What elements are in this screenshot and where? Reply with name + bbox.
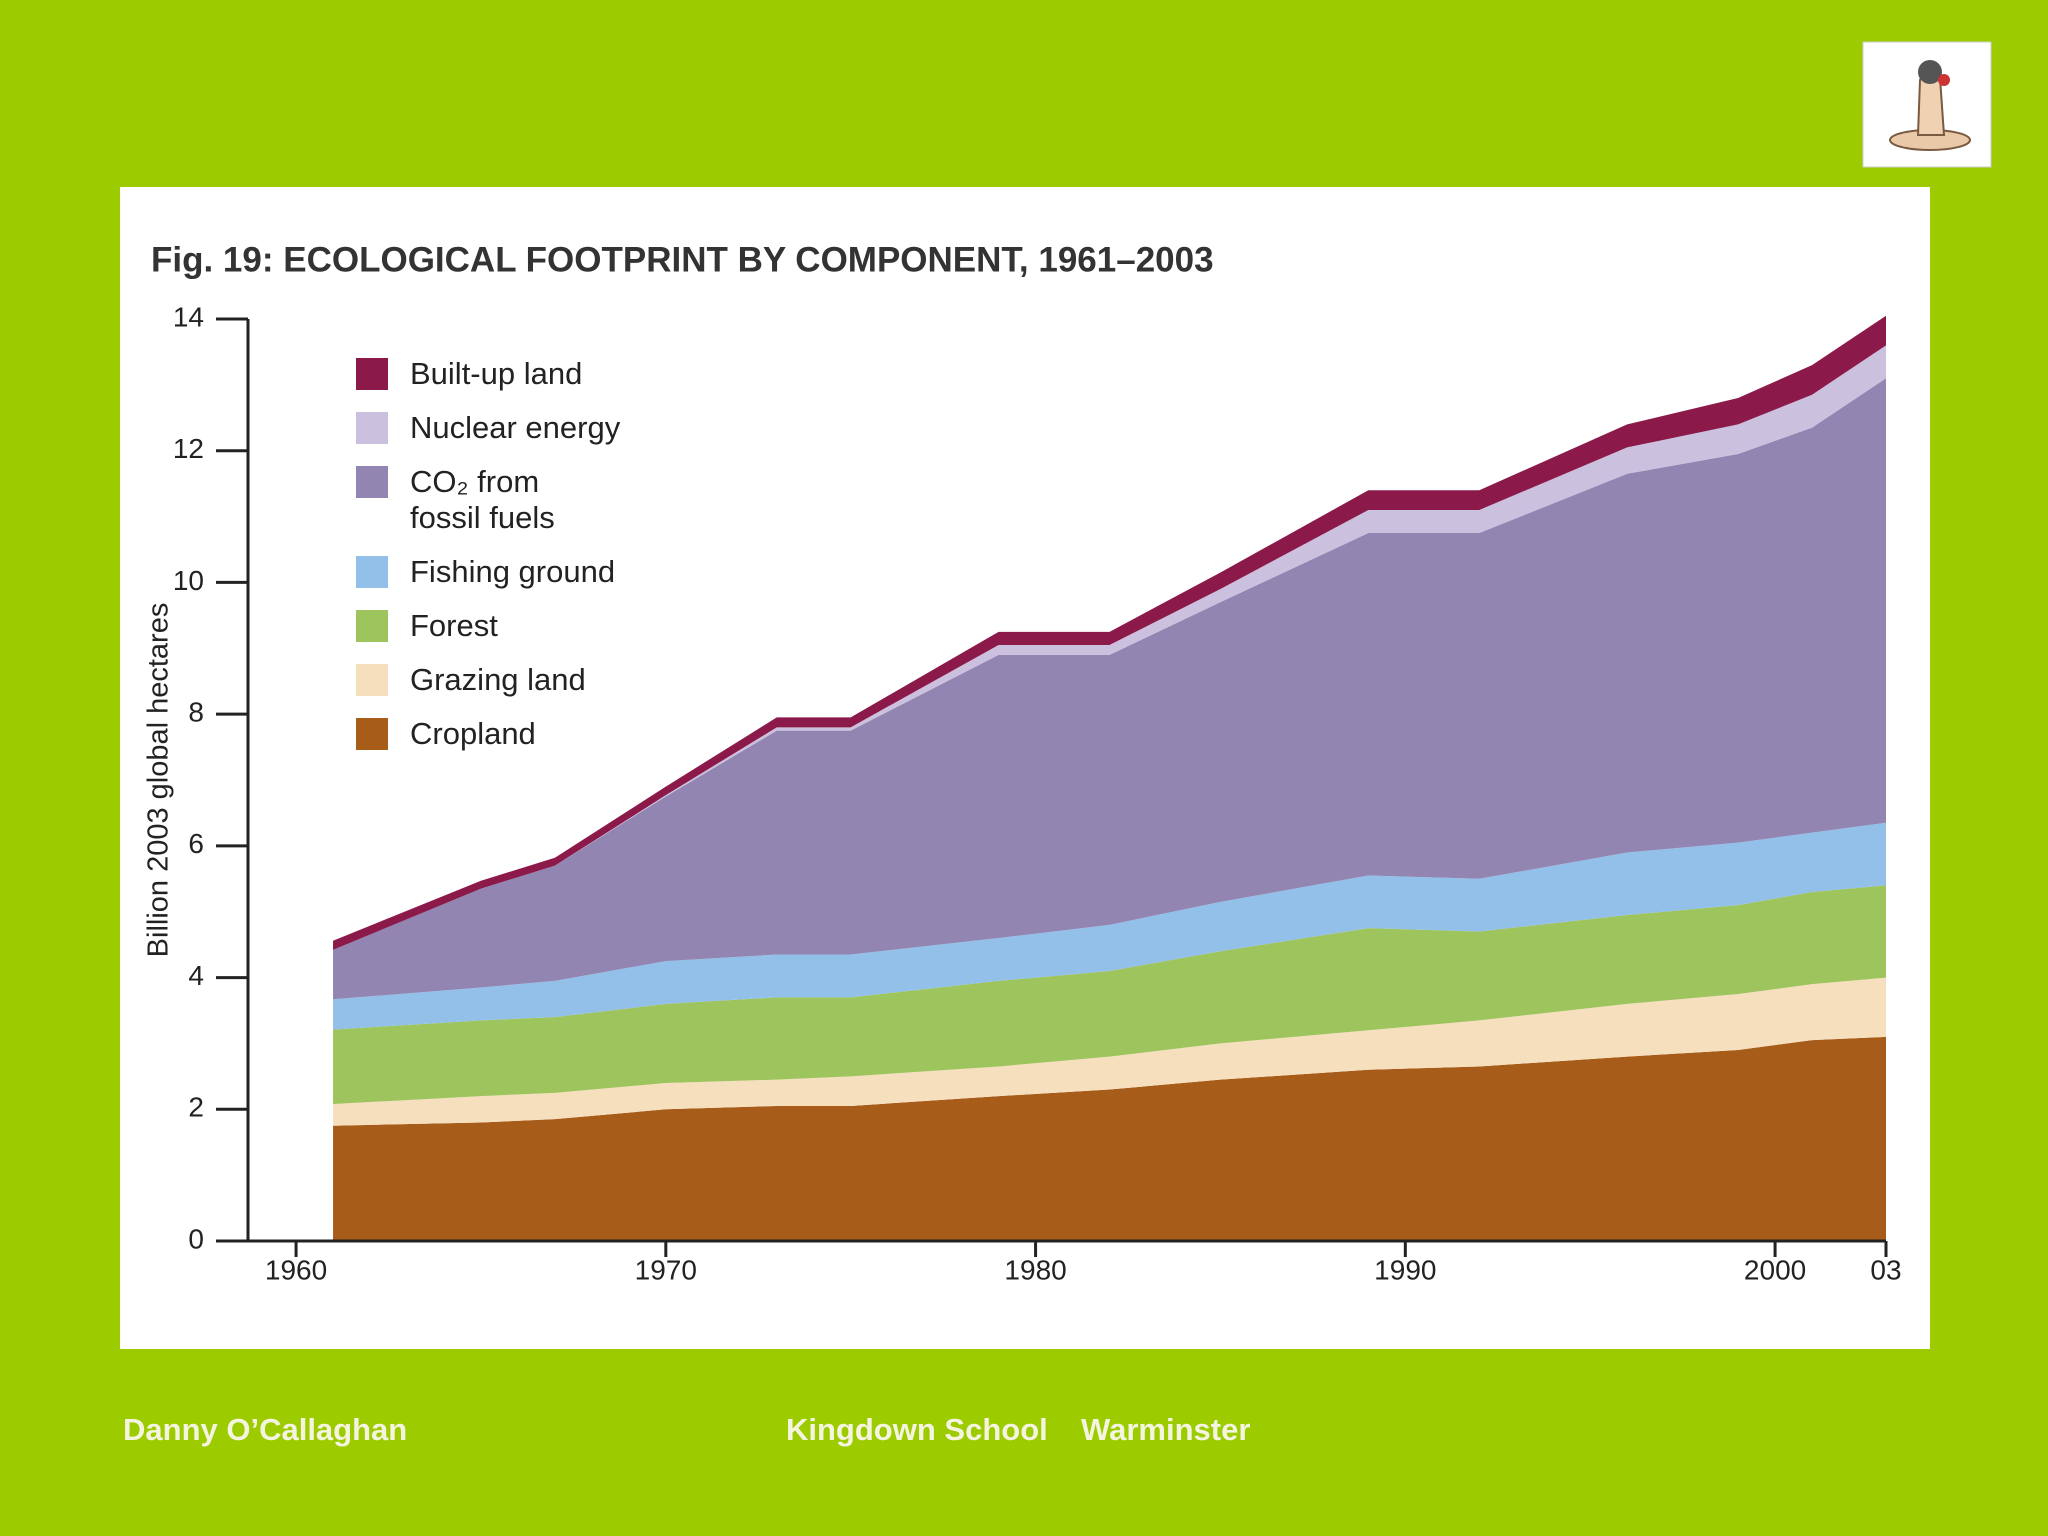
y-axis-label: Billion 2003 global hectares <box>143 603 175 958</box>
y-tick-label: 10 <box>173 565 204 596</box>
legend-label: Built-up land <box>410 356 583 391</box>
logo <box>1862 41 1992 168</box>
legend-item: Forest <box>356 608 686 644</box>
y-tick-label: 12 <box>173 433 204 464</box>
x-tick-label: 1990 <box>1374 1254 1436 1285</box>
legend-swatch <box>356 466 388 498</box>
x-tick-label: 1970 <box>635 1254 697 1285</box>
legend-item: Cropland <box>356 716 686 752</box>
area <box>333 378 1887 1000</box>
footer-author: Danny O’Callaghan <box>123 1412 407 1447</box>
area <box>333 977 1887 1126</box>
legend-label: Cropland <box>410 716 536 751</box>
area <box>333 345 1887 950</box>
y-tick-label: 14 <box>173 301 204 332</box>
legend-label: Grazing land <box>410 662 586 697</box>
legend: Built-up land Nuclear energy CO₂ from foss… <box>356 356 686 770</box>
legend-swatch <box>356 358 388 390</box>
legend-item: Grazing land <box>356 662 686 698</box>
legend-item: CO₂ from fossil fuels <box>356 464 686 536</box>
area <box>333 1036 1887 1241</box>
footer-town: Warminster <box>1081 1412 1250 1447</box>
x-tick-label: 1960 <box>265 1254 327 1285</box>
legend-swatch <box>356 412 388 444</box>
x-tick-label: 1980 <box>1004 1254 1066 1285</box>
area <box>333 822 1887 1030</box>
legend-item: Nuclear energy <box>356 410 686 446</box>
legend-label: Nuclear energy <box>410 410 621 445</box>
legend-label: Forest <box>410 608 498 643</box>
legend-label: Fishing ground <box>410 554 616 589</box>
y-tick-label: 8 <box>188 697 204 728</box>
legend-item: Built-up land <box>356 356 686 392</box>
legend-swatch <box>356 718 388 750</box>
legend-swatch <box>356 610 388 642</box>
legend-item: Fishing ground <box>356 554 686 590</box>
area <box>333 315 1887 950</box>
legend-label: CO₂ from fossil fuels <box>410 464 555 535</box>
y-tick-label: 0 <box>188 1223 204 1254</box>
y-tick-label: 6 <box>188 828 204 859</box>
y-tick-label: 2 <box>188 1092 204 1123</box>
legend-swatch <box>356 556 388 588</box>
x-tick-label: 03 <box>1870 1254 1901 1285</box>
x-tick-label: 2000 <box>1744 1254 1806 1285</box>
footer-school: Kingdown School <box>786 1412 1048 1447</box>
legend-swatch <box>356 664 388 696</box>
chart-title: Fig. 19: ECOLOGICAL FOOTPRINT BY COMPONE… <box>151 240 1214 279</box>
y-tick-label: 4 <box>188 960 204 991</box>
area <box>333 885 1887 1105</box>
